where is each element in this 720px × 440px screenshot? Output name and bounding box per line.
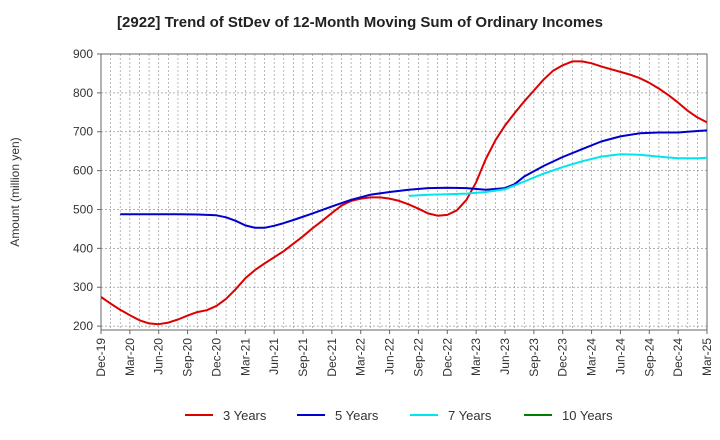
x-tick-label: Dec-23 — [556, 338, 570, 377]
legend-label: 10 Years — [562, 408, 613, 423]
x-tick-label: Mar-24 — [585, 338, 599, 376]
legend: 3 Years 5 Years 7 Years 10 Years — [185, 408, 613, 423]
legend-label: 5 Years — [335, 408, 379, 423]
chart-title: [2922] Trend of StDev of 12-Month Moving… — [117, 14, 603, 31]
x-tick-label: Sep-22 — [411, 338, 425, 377]
x-tick-label: Dec-21 — [325, 338, 339, 377]
x-tick-label: Jun-24 — [613, 338, 627, 375]
x-tick-label: Dec-24 — [671, 338, 685, 377]
y-tick-label: 700 — [73, 125, 93, 139]
y-tick-label: 200 — [73, 319, 93, 333]
x-tick-label: Jun-23 — [498, 338, 512, 375]
x-axis-ticks: Dec-19 Mar-20 Jun-20 Sep-20 Dec-20 Mar-21 Jun-… — [94, 330, 714, 377]
x-tick-label: Sep-24 — [642, 338, 656, 377]
y-tick-label: 600 — [73, 164, 93, 178]
y-tick-label: 300 — [73, 280, 93, 294]
x-tick-label: Jun-20 — [152, 338, 166, 375]
x-tick-label: Sep-21 — [296, 338, 310, 377]
series-line-7-years — [408, 153, 707, 197]
x-tick-label: Dec-22 — [440, 338, 454, 377]
x-tick-label: Jun-22 — [383, 338, 397, 375]
x-tick-label: Jun-21 — [267, 338, 281, 375]
x-tick-label: Mar-25 — [700, 338, 714, 376]
x-tick-label: Mar-20 — [123, 338, 137, 376]
series-line-5-years — [120, 129, 707, 229]
legend-label: 7 Years — [448, 408, 492, 423]
series-lines — [101, 60, 707, 326]
x-tick-label: Dec-19 — [94, 338, 108, 377]
y-tick-label: 800 — [73, 86, 93, 100]
x-tick-label: Mar-22 — [354, 338, 368, 376]
plot-frame — [100, 53, 708, 331]
x-tick-label: Mar-21 — [238, 338, 252, 376]
x-tick-label: Sep-23 — [527, 338, 541, 377]
y-axis-ticks: 200 300 400 500 600 700 800 900 — [73, 47, 101, 333]
y-axis-label: Amount (million yen) — [8, 137, 22, 246]
x-tick-label: Dec-20 — [209, 338, 223, 377]
series-line-3-years — [101, 60, 707, 326]
y-tick-label: 900 — [73, 47, 93, 61]
x-tick-label: Mar-23 — [469, 338, 483, 376]
y-tick-label: 400 — [73, 241, 93, 255]
y-tick-label: 500 — [73, 202, 93, 216]
grid — [101, 53, 707, 330]
x-tick-label: Sep-20 — [181, 338, 195, 377]
legend-label: 3 Years — [223, 408, 267, 423]
